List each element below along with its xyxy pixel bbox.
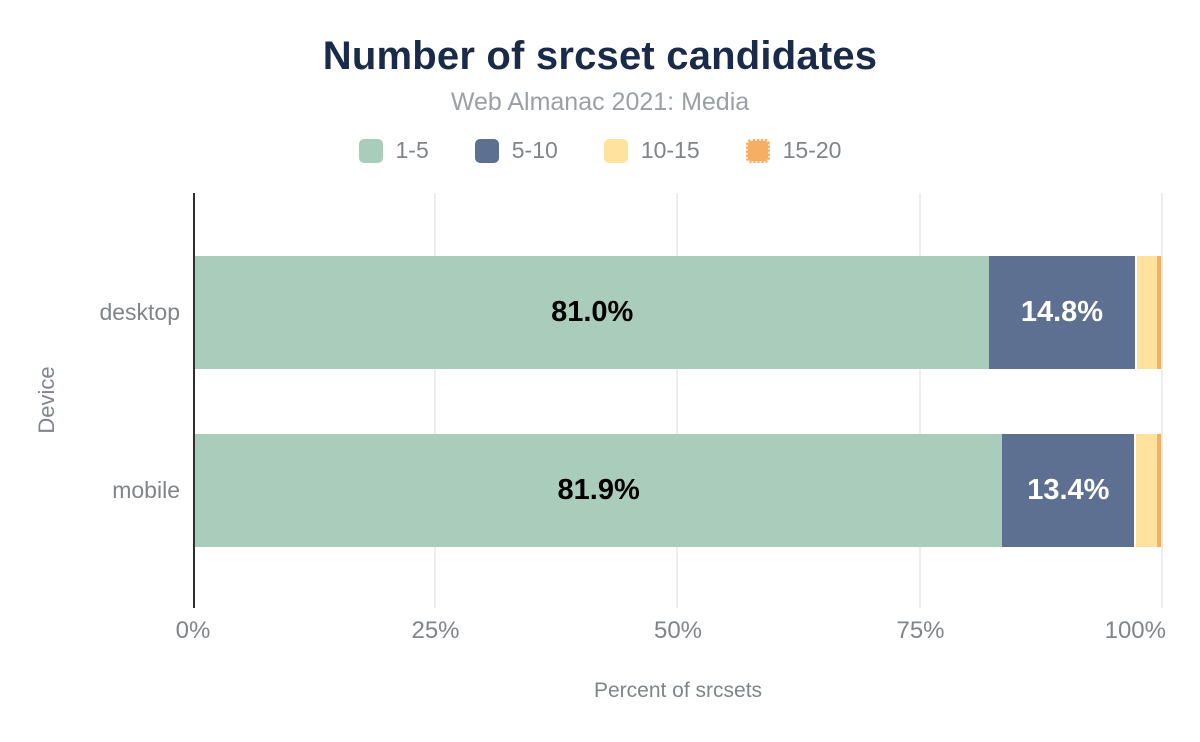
- legend-label: 10-15: [640, 137, 700, 163]
- bar-mobile-segment-5-10: 13.4%: [1002, 434, 1135, 547]
- bar-mobile-segment-10-15: [1134, 434, 1158, 547]
- bar-value-label: 81.9%: [557, 474, 640, 506]
- bar-desktop-segment-15-20: [1157, 256, 1161, 369]
- category-label-mobile: mobile: [112, 477, 180, 503]
- gridline-75%: [918, 193, 921, 608]
- x-tick-75%: 75%: [896, 617, 945, 644]
- legend-item-5-10: 5-10: [474, 137, 558, 164]
- legend-swatch-5-10: [474, 138, 499, 163]
- bar-mobile: 81.9% 13.4%: [195, 434, 1161, 547]
- gridline-100%: [1161, 193, 1163, 608]
- plot-area: 81.0% 14.8% 81.9% 13.4%: [193, 193, 1163, 608]
- legend: 1-5 5-10 10-15 15-20: [0, 137, 1200, 164]
- y-axis-title: Device: [34, 366, 59, 434]
- legend-label: 5-10: [511, 137, 558, 163]
- legend-label: 1-5: [395, 137, 429, 163]
- x-tick-0%: 0%: [175, 617, 211, 644]
- category-label-desktop: desktop: [99, 299, 180, 325]
- legend-item-1-5: 1-5: [358, 137, 429, 164]
- bar-mobile-segment-15-20: [1157, 434, 1161, 547]
- bar-mobile-segment-1-5: 81.9%: [195, 434, 1003, 547]
- gridline-25%: [433, 193, 436, 608]
- bar-value-label: 81.0%: [551, 296, 634, 328]
- legend-swatch-1-5: [358, 138, 383, 163]
- bar-desktop-segment-5-10: 14.8%: [989, 256, 1135, 369]
- legend-label: 15-20: [782, 137, 842, 163]
- y-axis-line: [193, 193, 195, 608]
- x-tick-100%: 100%: [1104, 617, 1166, 644]
- x-axis-title: Percent of srcsets: [593, 679, 763, 702]
- x-tick-25%: 25%: [411, 617, 460, 644]
- x-tick-50%: 50%: [653, 617, 703, 644]
- bar-desktop-segment-10-15: [1134, 256, 1158, 369]
- bar-desktop: 81.0% 14.8%: [195, 256, 1161, 369]
- bars-container: 81.0% 14.8% 81.9% 13.4%: [195, 193, 1161, 608]
- chart-subtitle: Web Almanac 2021: Media: [450, 88, 750, 116]
- bar-value-label: 13.4%: [1027, 474, 1110, 506]
- bar-value-label: 14.8%: [1020, 296, 1104, 328]
- legend-swatch-10-15: [603, 138, 628, 163]
- legend-swatch-15-20: [745, 138, 770, 163]
- legend-item-10-15: 10-15: [603, 137, 700, 164]
- gridline-50%: [676, 193, 678, 608]
- legend-item-15-20: 15-20: [745, 137, 842, 164]
- bar-desktop-segment-1-5: 81.0%: [195, 256, 990, 369]
- chart-title: Number of srcset candidates: [322, 34, 878, 78]
